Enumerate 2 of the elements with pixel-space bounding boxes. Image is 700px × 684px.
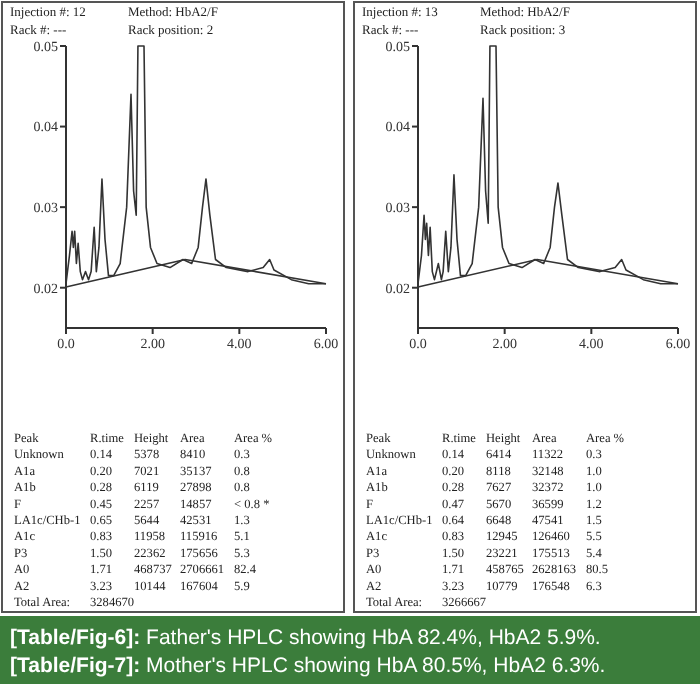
text: [Table/Fig-6]: Father's HPLC showing HbA 82.4%, HbA2 5.9%. [10,626,601,650]
text: [Table/Fig-7]: Mother's HPLC showing HbA 80.5%, HbA2 6.3%. [10,654,606,678]
